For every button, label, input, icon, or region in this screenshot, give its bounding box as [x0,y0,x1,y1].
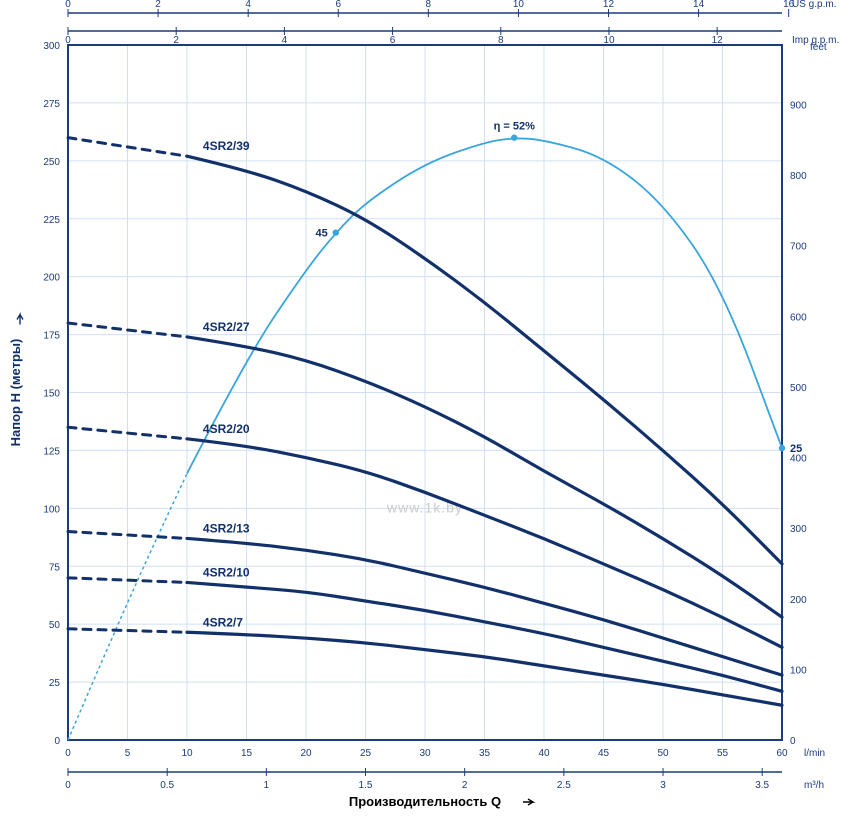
x-title-arrow [523,799,533,805]
series-label: 4SR2/10 [203,565,250,579]
x-tick-m3h: 1.5 [359,780,373,791]
x-unit-impgpm: Imp g.p.m. [792,35,839,46]
x-tick-lmin: 10 [181,748,193,759]
efficiency-label-top: η = 52% [494,121,535,133]
x-tick-lmin: 35 [479,748,491,759]
x-unit-usgpm: US g.p.m. [792,0,836,10]
y-tick-m: 75 [49,562,61,573]
series-dash [68,629,187,632]
x-tick-lmin: 30 [419,748,431,759]
y-tick-m: 175 [43,331,60,342]
x-tick-impgpm: 6 [390,35,396,46]
x-tick-m3h: 0 [65,780,71,791]
x-tick-usgpm: 6 [335,0,341,10]
x-tick-impgpm: 8 [498,35,504,46]
y-tick-m: 150 [43,389,60,400]
x-tick-usgpm: 14 [693,0,705,10]
x-tick-lmin: 60 [776,748,788,759]
chart-svg: 0255075100125150175200225250275300010020… [0,0,845,821]
x-tick-m3h: 0.5 [160,780,174,791]
x-tick-lmin: 45 [598,748,610,759]
x-tick-usgpm: 10 [513,0,525,10]
x-axis-title: Производительность Q [349,794,501,809]
x-tick-impgpm: 2 [173,35,179,46]
x-tick-m3h: 2.5 [557,780,571,791]
x-tick-lmin: 55 [717,748,729,759]
y-tick-feet: 700 [790,242,807,253]
x-tick-lmin: 15 [241,748,253,759]
y-title-arrow [17,315,23,325]
y-tick-m: 100 [43,504,60,515]
y-tick-feet: 300 [790,524,807,535]
x-tick-usgpm: 8 [426,0,432,10]
x-tick-usgpm: 0 [65,0,71,10]
y-tick-m: 300 [43,41,60,52]
series-label: 4SR2/7 [203,615,243,629]
y-tick-m: 125 [43,446,60,457]
y-tick-feet: 500 [790,383,807,394]
x-tick-lmin: 40 [538,748,550,759]
y-tick-feet: 200 [790,595,807,606]
x-tick-usgpm: 2 [155,0,161,10]
x-tick-impgpm: 12 [712,35,724,46]
y-tick-feet: 0 [790,736,796,747]
efficiency-marker [511,134,517,140]
series-label: 4SR2/20 [203,422,250,436]
y-tick-m: 200 [43,273,60,284]
x-tick-m3h: 3 [660,780,666,791]
series-label: 4SR2/13 [203,521,250,535]
efficiency-marker [779,445,785,451]
y-axis-title: Напор H (метры) [8,339,23,447]
x-tick-lmin: 5 [125,748,131,759]
y-tick-m: 25 [49,678,61,689]
x-tick-impgpm: 10 [603,35,615,46]
x-unit-m3h: m³/h [804,780,824,791]
x-tick-lmin: 20 [300,748,312,759]
y-tick-m: 275 [43,99,60,110]
y-tick-m: 250 [43,157,60,168]
x-tick-lmin: 50 [657,748,669,759]
y-tick-m: 50 [49,620,61,631]
x-tick-impgpm: 0 [65,35,71,46]
efficiency-label-left: 45 [316,228,328,240]
y-tick-feet: 400 [790,454,807,465]
y-tick-m: 0 [54,736,60,747]
efficiency-marker [333,229,339,235]
y-tick-feet: 100 [790,665,807,676]
y-tick-feet: 600 [790,312,807,323]
series-label: 4SR2/27 [203,320,250,334]
x-tick-lmin: 25 [360,748,372,759]
x-unit-lmin: l/min [804,748,825,759]
x-tick-m3h: 1 [264,780,270,791]
pump-curve-chart: 0255075100125150175200225250275300010020… [0,0,845,821]
efficiency-label-right: 25 [790,443,802,455]
x-tick-lmin: 0 [65,748,71,759]
x-tick-usgpm: 4 [245,0,251,10]
x-tick-m3h: 3.5 [755,780,769,791]
y-tick-m: 225 [43,215,60,226]
series-label: 4SR2/39 [203,139,250,153]
y-tick-feet: 800 [790,171,807,182]
y-tick-feet: 900 [790,100,807,111]
x-tick-impgpm: 4 [282,35,288,46]
x-tick-usgpm: 12 [603,0,615,10]
x-tick-m3h: 2 [462,780,468,791]
